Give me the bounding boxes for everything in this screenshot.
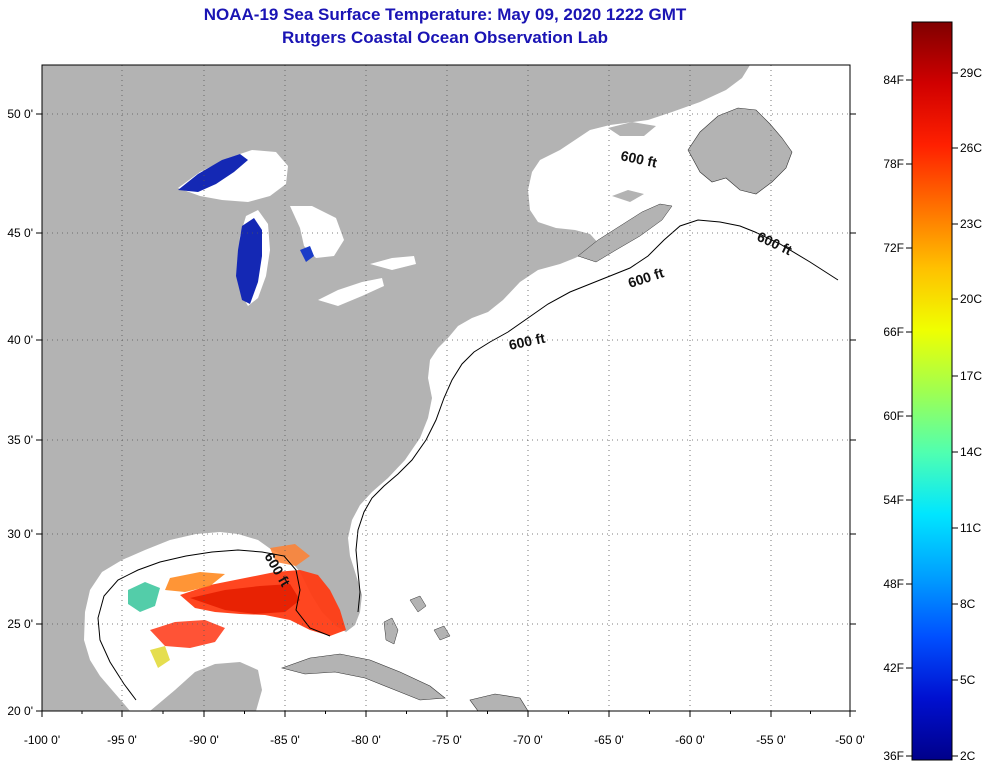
gulf-sst-ne — [270, 544, 310, 566]
cb-c-label: 26C — [960, 141, 982, 155]
cb-f-label: 54F — [883, 493, 904, 507]
land-newfoundland — [687, 107, 793, 195]
lat-label: 45 0' — [7, 226, 33, 240]
chart-title: NOAA-19 Sea Surface Temperature: May 09,… — [203, 5, 687, 24]
lake-erie — [318, 278, 384, 306]
land-cuba — [280, 653, 446, 701]
lake-ontario — [370, 256, 416, 270]
cb-c-label: 20C — [960, 292, 982, 306]
contour-label-4: 600 ft — [507, 330, 546, 353]
land-yucatan — [150, 662, 262, 711]
cb-f-label: 60F — [883, 409, 904, 423]
longitude-axis: -100 0' -95 0' -90 0' -85 0' -80 0' -75 0' -70… — [24, 711, 865, 747]
land-north-america — [42, 65, 750, 711]
lat-label: 25 0' — [7, 617, 33, 631]
lat-label: 50 0' — [7, 107, 33, 121]
gulf-sst-hot — [190, 584, 300, 614]
lon-label: -80 0' — [351, 733, 381, 747]
lat-label: 30 0' — [7, 527, 33, 541]
gulf-sst-west — [150, 620, 225, 648]
colorbar-labels: 84F 78F 72F 66F 60F 54F 48F 42F 36F 29C 26C 23C 20C 1… — [883, 66, 982, 763]
cb-c-label: 2C — [960, 749, 976, 763]
lake-huron-sst — [300, 246, 314, 262]
cb-f-label: 72F — [883, 241, 904, 255]
land-nova-scotia — [577, 203, 673, 263]
map-frame — [41, 64, 851, 712]
land-pei — [612, 190, 644, 202]
lat-label: 35 0' — [7, 433, 33, 447]
lon-label: -50 0' — [835, 733, 865, 747]
land-bahamas — [409, 595, 451, 641]
contour-label-1: 600 ft — [619, 147, 658, 170]
cb-c-label: 17C — [960, 369, 982, 383]
lon-label: -100 0' — [24, 733, 60, 747]
cb-f-label: 48F — [883, 577, 904, 591]
colorbar — [911, 21, 953, 761]
land-andros — [383, 617, 399, 645]
lon-label: -55 0' — [756, 733, 786, 747]
gulf-sst-orange — [165, 572, 225, 592]
lon-label: -65 0' — [594, 733, 624, 747]
contour-600ft — [355, 219, 839, 613]
cb-c-label: 5C — [960, 673, 976, 687]
gulf-sst-cool — [128, 582, 160, 612]
lat-label: 40 0' — [7, 333, 33, 347]
lat-label: 20 0' — [7, 704, 33, 718]
lon-label: -75 0' — [432, 733, 462, 747]
lake-michigan-sst — [236, 218, 262, 304]
lake-huron — [290, 206, 344, 258]
cb-f-label: 36F — [883, 749, 904, 763]
lake-superior-sst — [178, 154, 248, 192]
lon-label: -95 0' — [107, 733, 137, 747]
gulf-sst-yellow — [150, 646, 170, 668]
lon-label: -85 0' — [270, 733, 300, 747]
lon-label: -70 0' — [513, 733, 543, 747]
cb-f-label: 84F — [883, 73, 904, 87]
cb-c-label: 29C — [960, 66, 982, 80]
cb-c-label: 8C — [960, 597, 976, 611]
cb-f-label: 66F — [883, 325, 904, 339]
cb-f-label: 42F — [883, 661, 904, 675]
contour-600ft-gulf — [97, 549, 331, 701]
land-hispaniola — [469, 693, 529, 711]
cb-f-label: 78F — [883, 157, 904, 171]
lon-label: -60 0' — [675, 733, 705, 747]
cb-c-label: 11C — [960, 521, 981, 535]
lake-superior — [178, 150, 288, 202]
chart-subtitle: Rutgers Coastal Ocean Observation Lab — [282, 28, 608, 47]
cb-c-label: 23C — [960, 217, 982, 231]
cb-c-label: 14C — [960, 445, 982, 459]
land-anticosti — [608, 122, 656, 136]
lon-label: -90 0' — [189, 733, 219, 747]
latitude-axis: 50 0' 45 0' 40 0' 35 0' 30 0' 25 0' 20 0' — [7, 107, 856, 718]
